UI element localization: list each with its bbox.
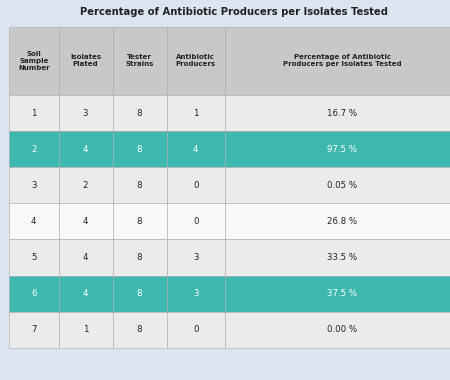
FancyBboxPatch shape (9, 131, 58, 167)
FancyBboxPatch shape (166, 203, 225, 239)
Text: 97.5 %: 97.5 % (327, 145, 357, 154)
FancyBboxPatch shape (9, 167, 58, 203)
FancyBboxPatch shape (9, 312, 58, 348)
FancyBboxPatch shape (58, 312, 112, 348)
Text: 1: 1 (193, 109, 198, 117)
Text: 0: 0 (193, 181, 198, 190)
Text: 8: 8 (137, 181, 142, 190)
Text: 3: 3 (83, 109, 88, 117)
Text: 0: 0 (193, 217, 198, 226)
Text: 4: 4 (83, 217, 88, 226)
FancyBboxPatch shape (225, 312, 450, 348)
Text: 5: 5 (31, 253, 36, 262)
FancyBboxPatch shape (166, 312, 225, 348)
FancyBboxPatch shape (9, 203, 58, 239)
Text: 33.5 %: 33.5 % (327, 253, 357, 262)
Text: Isolates
Plated: Isolates Plated (70, 54, 101, 67)
FancyBboxPatch shape (58, 203, 112, 239)
Text: 8: 8 (137, 109, 142, 117)
Text: 2: 2 (83, 181, 88, 190)
Text: 8: 8 (137, 145, 142, 154)
Text: 1: 1 (31, 109, 36, 117)
FancyBboxPatch shape (58, 239, 112, 276)
Text: 0.05 %: 0.05 % (327, 181, 357, 190)
Text: 8: 8 (137, 217, 142, 226)
Text: 2: 2 (31, 145, 36, 154)
FancyBboxPatch shape (9, 95, 58, 131)
FancyBboxPatch shape (112, 95, 166, 131)
FancyBboxPatch shape (166, 131, 225, 167)
FancyBboxPatch shape (225, 27, 450, 95)
FancyBboxPatch shape (112, 27, 166, 95)
Text: Percentage of Antibiotic
Producers per Isolates Tested: Percentage of Antibiotic Producers per I… (283, 54, 401, 67)
Text: Soil
Sample
Number: Soil Sample Number (18, 51, 50, 71)
Text: 8: 8 (137, 253, 142, 262)
FancyBboxPatch shape (9, 239, 58, 276)
FancyBboxPatch shape (58, 95, 112, 131)
FancyBboxPatch shape (58, 167, 112, 203)
Text: 8: 8 (137, 289, 142, 298)
Text: 0.00 %: 0.00 % (327, 325, 357, 334)
FancyBboxPatch shape (225, 95, 450, 131)
Text: 7: 7 (31, 325, 36, 334)
Text: 26.8 %: 26.8 % (327, 217, 357, 226)
FancyBboxPatch shape (225, 203, 450, 239)
Text: 3: 3 (31, 181, 36, 190)
Text: 4: 4 (31, 217, 36, 226)
Text: 4: 4 (83, 253, 88, 262)
Text: 4: 4 (83, 145, 88, 154)
FancyBboxPatch shape (225, 276, 450, 312)
Text: 1: 1 (83, 325, 88, 334)
Text: 3: 3 (193, 289, 198, 298)
FancyBboxPatch shape (225, 239, 450, 276)
Text: Percentage of Antibiotic Producers per Isolates Tested: Percentage of Antibiotic Producers per I… (80, 7, 388, 17)
FancyBboxPatch shape (112, 312, 166, 348)
FancyBboxPatch shape (112, 276, 166, 312)
Text: 37.5 %: 37.5 % (327, 289, 357, 298)
FancyBboxPatch shape (58, 27, 112, 95)
FancyBboxPatch shape (166, 167, 225, 203)
FancyBboxPatch shape (112, 239, 166, 276)
FancyBboxPatch shape (9, 276, 58, 312)
Text: 0: 0 (193, 325, 198, 334)
FancyBboxPatch shape (166, 95, 225, 131)
FancyBboxPatch shape (112, 167, 166, 203)
Text: 3: 3 (193, 253, 198, 262)
Text: Antibiotic
Producers: Antibiotic Producers (176, 54, 216, 67)
Text: 8: 8 (137, 325, 142, 334)
FancyBboxPatch shape (225, 131, 450, 167)
FancyBboxPatch shape (166, 239, 225, 276)
FancyBboxPatch shape (112, 203, 166, 239)
FancyBboxPatch shape (58, 131, 112, 167)
Text: 6: 6 (31, 289, 36, 298)
FancyBboxPatch shape (166, 27, 225, 95)
Text: 4: 4 (193, 145, 198, 154)
Text: 16.7 %: 16.7 % (327, 109, 357, 117)
Text: Tester
Strains: Tester Strains (125, 54, 154, 67)
FancyBboxPatch shape (166, 276, 225, 312)
Text: 4: 4 (83, 289, 88, 298)
FancyBboxPatch shape (225, 167, 450, 203)
FancyBboxPatch shape (58, 276, 112, 312)
FancyBboxPatch shape (112, 131, 166, 167)
FancyBboxPatch shape (9, 27, 58, 95)
